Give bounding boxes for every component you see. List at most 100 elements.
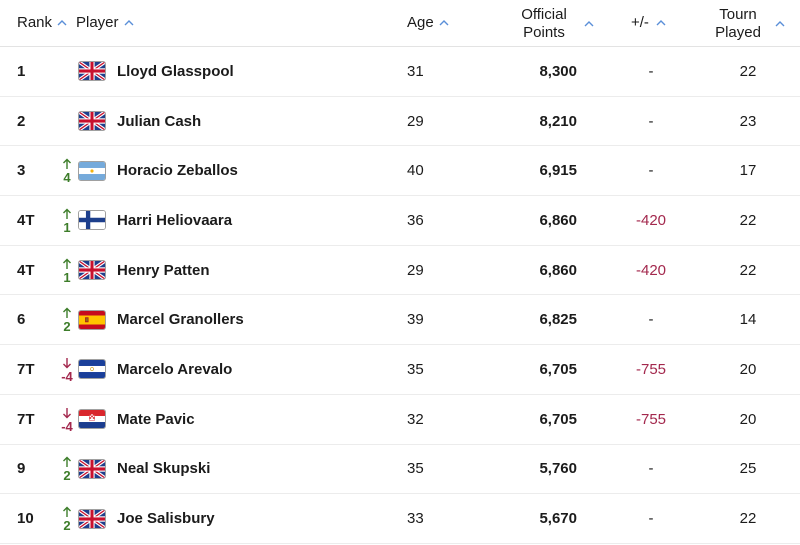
- age-value: 39: [407, 311, 424, 329]
- points-diff-value: -755: [635, 360, 667, 378]
- age-value: 35: [407, 460, 424, 478]
- rank-header-label: Rank: [17, 14, 53, 31]
- player-name-link[interactable]: Marcelo Arevalo: [117, 360, 233, 378]
- rank-movement: -4: [58, 345, 76, 394]
- table-row[interactable]: 4T 1 Henry Patten 29 6,860 -420 22: [0, 246, 800, 296]
- country-flag: [78, 196, 106, 245]
- rank-movement-value: -4: [61, 418, 73, 434]
- points-value: 8,210: [539, 112, 577, 130]
- points-value: 6,915: [539, 162, 577, 180]
- points-diff-value: -: [648, 162, 654, 180]
- sort-played-button[interactable]: Tourn Played: [710, 6, 786, 42]
- arrow-up-icon: [62, 306, 72, 319]
- player-name-link[interactable]: Horacio Zeballos: [117, 162, 238, 180]
- points-header-label: Official Points: [515, 6, 573, 42]
- points-value: 6,860: [539, 211, 577, 229]
- rank-movement-value: 1: [63, 219, 71, 235]
- rank-value: 2: [17, 112, 26, 130]
- age-header-label: Age: [407, 14, 434, 31]
- gb-flag-icon: [78, 260, 106, 281]
- tournaments-played-value: 22: [739, 510, 757, 528]
- tournaments-played-value: 20: [739, 410, 757, 428]
- diff-header-label: +/-: [631, 14, 649, 31]
- tournaments-played-value: 20: [739, 360, 757, 378]
- table-row[interactable]: 7T -4 Mate Pavic 32 6,705 -755 20: [0, 395, 800, 445]
- age-value: 29: [407, 261, 424, 279]
- rank-movement: -4: [58, 395, 76, 444]
- sort-caret-icon: [123, 17, 135, 29]
- sort-rank-button[interactable]: Rank: [17, 14, 68, 32]
- points-diff-value: -755: [635, 410, 667, 428]
- player-name-link[interactable]: Lloyd Glasspool: [117, 62, 234, 80]
- tournaments-played-value: 23: [739, 112, 757, 130]
- tournaments-played-value: 25: [739, 460, 757, 478]
- country-flag: [78, 146, 106, 195]
- country-flag: [78, 494, 106, 543]
- points-diff-value: -420: [635, 211, 667, 229]
- player-name-link[interactable]: Harri Heliovaara: [117, 211, 233, 229]
- arrow-up-icon: [62, 455, 72, 468]
- played-header-line2: Played: [715, 24, 761, 41]
- rank-movement-value: 4: [63, 170, 71, 186]
- age-value: 33: [407, 510, 424, 528]
- table-row[interactable]: 6 2 Marcel Granollers 39 6,825 - 14: [0, 295, 800, 346]
- arrow-down-icon: [62, 356, 72, 369]
- table-row[interactable]: 7T -4 Marcelo Arevalo 35 6,705 -755 20: [0, 345, 800, 395]
- player-header-label: Player: [76, 14, 119, 31]
- country-flag: [78, 395, 106, 444]
- sort-diff-button[interactable]: +/-: [631, 14, 667, 32]
- points-header-line1: Official: [521, 6, 567, 23]
- es-flag-icon: [78, 309, 106, 330]
- sort-caret-icon: [56, 17, 68, 29]
- points-value: 5,670: [539, 510, 577, 528]
- fi-flag-icon: [78, 210, 106, 231]
- tournaments-played-value: 22: [739, 211, 757, 229]
- rank-movement: 4: [58, 146, 76, 195]
- arrow-down-icon: [62, 406, 72, 419]
- player-name-link[interactable]: Neal Skupski: [117, 460, 211, 478]
- gb-flag-icon: [78, 508, 106, 529]
- rank-value: 4T: [17, 261, 35, 279]
- arrow-up-icon: [62, 257, 72, 269]
- rank-movement: 2: [58, 445, 76, 494]
- player-name-link[interactable]: Henry Patten: [117, 261, 210, 279]
- sort-player-button[interactable]: Player: [76, 14, 135, 32]
- player-name-link[interactable]: Marcel Granollers: [117, 311, 244, 329]
- sort-caret-icon: [655, 17, 667, 29]
- rank-value: 9: [17, 460, 26, 478]
- player-name-link[interactable]: Joe Salisbury: [117, 510, 215, 528]
- table-row[interactable]: 1 Lloyd Glasspool 31 8,300 - 22: [0, 47, 800, 97]
- age-value: 32: [407, 410, 424, 428]
- table-row[interactable]: 2 Julian Cash 29 8,210 - 23: [0, 97, 800, 147]
- points-diff-value: -: [648, 112, 654, 130]
- sv-flag-icon: [78, 359, 106, 380]
- table-row[interactable]: 10 2 Joe Salisbury 33 5,670 - 22: [0, 494, 800, 544]
- tournaments-played-value: 22: [739, 261, 757, 279]
- played-header-line1: Tourn: [719, 6, 757, 23]
- sort-caret-icon: [583, 18, 595, 30]
- sort-age-button[interactable]: Age: [407, 14, 450, 32]
- gb-flag-icon: [78, 458, 106, 479]
- country-flag: [78, 445, 106, 494]
- age-value: 36: [407, 211, 424, 229]
- gb-flag-icon: [78, 61, 106, 82]
- rank-movement: 2: [58, 295, 76, 344]
- arrow-up-icon: [62, 505, 72, 518]
- age-value: 40: [407, 162, 424, 180]
- player-name-link[interactable]: Julian Cash: [117, 112, 202, 130]
- country-flag: [78, 345, 106, 394]
- gb-flag-icon: [78, 111, 106, 132]
- rank-value: 1: [17, 62, 26, 80]
- table-row[interactable]: 4T 1 Harri Heliovaara 36 6,860 -420 22: [0, 196, 800, 246]
- table-row[interactable]: 3 4 Horacio Zeballos 40 6,915 - 17: [0, 146, 800, 197]
- table-body: 1 Lloyd Glasspool 31 8,300-22 2 Julian Cash 29…: [0, 47, 800, 544]
- rank-value: 6: [17, 311, 26, 329]
- sort-points-button[interactable]: Official Points: [515, 6, 595, 42]
- table-row[interactable]: 9 2 Neal Skupski 35 5,760 - 25: [0, 445, 800, 495]
- points-value: 6,860: [539, 261, 577, 279]
- rank-movement: 1: [58, 246, 76, 295]
- rank-movement-value: -4: [61, 368, 73, 384]
- age-value: 31: [407, 62, 424, 80]
- player-name-link[interactable]: Mate Pavic: [117, 410, 195, 428]
- table-header: Rank Player Age Official Points +/- Tour…: [0, 0, 800, 47]
